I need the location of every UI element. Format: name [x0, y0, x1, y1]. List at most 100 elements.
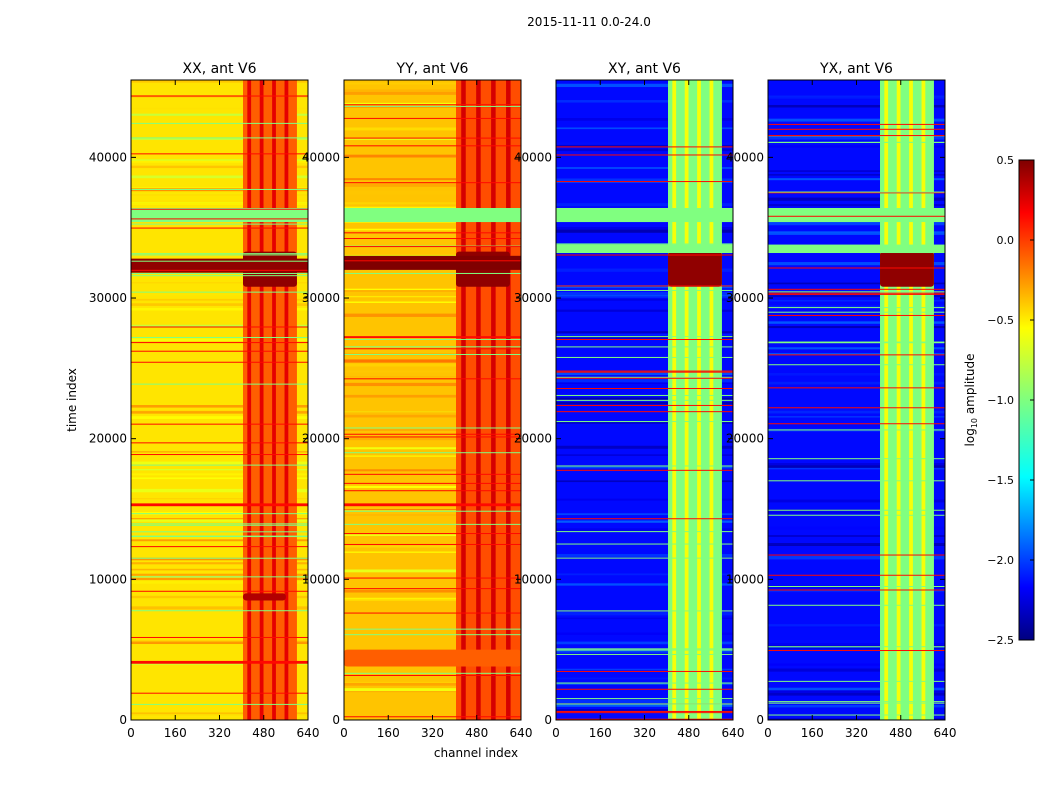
heatmap-line: [131, 272, 308, 274]
heatmap-row: [556, 148, 733, 152]
colorbar-tick-label: −1.0: [987, 394, 1014, 407]
colorbar-tick-label: −2.0: [987, 554, 1014, 567]
heatmap-line: [344, 238, 521, 240]
y-tick-label: 40000: [302, 150, 340, 164]
heatmap-line: [131, 153, 308, 155]
heatmap-row: [556, 699, 733, 704]
heatmap-line: [131, 531, 308, 533]
heatmap-full-row: [131, 208, 308, 223]
y-tick-label: 40000: [514, 150, 552, 164]
heatmap-line: [768, 650, 945, 652]
heatmap-band-stripe: [272, 80, 276, 720]
heatmap-band-stripe: [259, 80, 264, 720]
heatmap-line: [344, 137, 521, 139]
heatmap-line: [344, 105, 521, 107]
heatmap-row: [344, 183, 521, 187]
heatmap-line: [768, 128, 945, 130]
heatmap-line: [344, 337, 521, 339]
heatmap-row: [344, 89, 521, 93]
heatmap-row: [344, 299, 521, 302]
colorbar-label: log10 amplitude: [963, 354, 979, 447]
heatmap-line: [768, 586, 945, 588]
heatmap-row: [344, 589, 521, 593]
heatmap-row: [131, 338, 308, 342]
heatmap-line: [556, 356, 733, 358]
heatmap-band-stripe: [921, 80, 926, 720]
heatmap-row: [768, 590, 945, 593]
heatmap-line: [768, 135, 945, 137]
heatmap-line: [344, 378, 521, 380]
heatmap-line: [556, 376, 733, 378]
heatmap-line: [131, 188, 308, 190]
heatmap-row: [556, 289, 733, 293]
heatmap-line: [131, 546, 308, 548]
y-tick-label: 0: [544, 713, 552, 727]
heatmap-line: [131, 692, 308, 694]
heatmap-row: [556, 573, 733, 576]
heatmap-line: [556, 682, 733, 684]
heatmap-line: [131, 523, 308, 525]
heatmap-row: [556, 397, 733, 401]
heatmap-row: [344, 127, 521, 131]
colorbar-tick-label: −2.5: [987, 634, 1014, 647]
heatmap-line: [768, 458, 945, 460]
heatmap-line: [768, 314, 945, 316]
colorbar-ticks: 0.5 0.0 −0.5 −1.0 −1.5 −2.0 −2.5: [987, 154, 1034, 647]
y-tick-label: 10000: [726, 572, 764, 586]
heatmap-line: [131, 218, 308, 220]
heatmap-row: [768, 543, 945, 546]
heatmap-row: [344, 534, 521, 537]
heatmap-line: [131, 442, 308, 444]
heatmap-line: [131, 636, 308, 638]
heatmap-row: [131, 539, 308, 542]
heatmap-line: [556, 531, 733, 533]
heatmap-row: [344, 202, 521, 205]
heatmap-line: [131, 122, 308, 124]
x-tick-label: 320: [845, 726, 868, 740]
heatmap-row: [131, 518, 308, 520]
heatmap-line: [344, 672, 521, 674]
heatmap-line: [556, 648, 733, 650]
heatmap-row: [344, 597, 521, 599]
heatmap-row: [768, 262, 945, 266]
heatmap-line: [344, 145, 521, 147]
heatmap-row: [131, 606, 308, 610]
heatmap-row: [556, 677, 733, 680]
panels: XX, ant V6 0 160 320 480 640 0 10000 20000 30000 4…: [89, 61, 957, 740]
y-tick-label: 0: [756, 713, 764, 727]
heatmap-row: [556, 331, 733, 334]
heatmap-line: [768, 141, 945, 143]
heatmap-row: [556, 583, 733, 586]
heatmap-row: [344, 370, 521, 373]
heatmap-line: [344, 588, 521, 590]
heatmap-row: [768, 499, 945, 503]
heatmap-row: [556, 181, 733, 183]
heatmap-line: [131, 137, 308, 139]
heatmap-row: [344, 91, 521, 95]
y-axis-label: time index: [65, 368, 79, 432]
heatmap-row: [556, 641, 733, 645]
heatmap-row: [344, 301, 521, 303]
heatmap-row: [131, 557, 308, 561]
heatmap-row: [768, 231, 945, 233]
heatmap-band: [456, 80, 521, 720]
heatmap-band-stripe: [909, 80, 913, 720]
heatmap-line: [131, 260, 308, 262]
heatmap-row: [556, 528, 733, 532]
heatmap-row: [768, 511, 945, 514]
heatmap-hotspot: [344, 649, 521, 667]
heatmap-image: [556, 80, 733, 720]
heatmap-row: [768, 526, 945, 530]
heatmap-row: [768, 204, 945, 207]
heatmap-row: [556, 371, 733, 376]
heatmap-row: [556, 268, 733, 272]
heatmap-row: [131, 577, 308, 581]
heatmap-image: [131, 79, 308, 720]
panel-2: YY, ant V6 0 160 320 480 640 0 10000 20000 30000 4…: [302, 61, 533, 740]
heatmap-line: [131, 95, 308, 97]
colorbar-tick-label: 0.0: [997, 234, 1015, 247]
x-tick-label: 480: [889, 726, 912, 740]
heatmap-row: [768, 647, 945, 649]
heatmap-row: [768, 95, 945, 98]
x-tick-label: 160: [164, 726, 187, 740]
